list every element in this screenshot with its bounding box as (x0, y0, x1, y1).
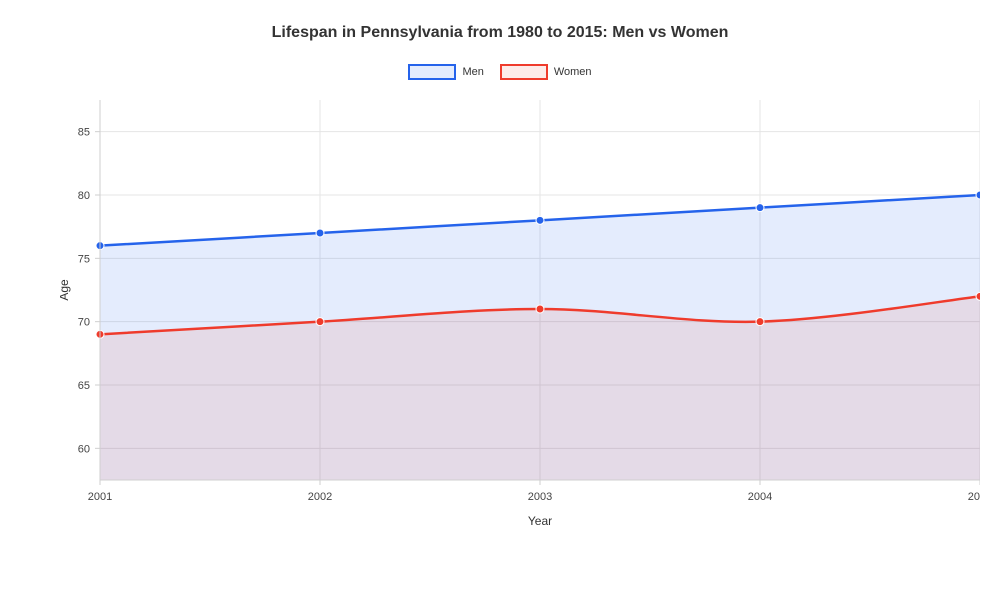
point-men[interactable] (316, 229, 324, 237)
point-men[interactable] (976, 191, 980, 199)
point-women[interactable] (976, 292, 980, 300)
y-tick-label: 70 (78, 317, 90, 329)
x-tick-label: 2005 (968, 491, 980, 503)
y-tick-label: 75 (78, 253, 90, 265)
x-tick-label: 2004 (748, 491, 772, 503)
x-tick-label: 2001 (88, 491, 112, 503)
point-men[interactable] (756, 204, 764, 212)
y-tick-label: 85 (78, 127, 90, 139)
legend-item-women[interactable]: Women (500, 64, 592, 80)
point-men[interactable] (536, 216, 544, 224)
y-axis-title: Age (60, 279, 71, 301)
y-tick-label: 80 (78, 190, 90, 202)
legend-swatch-men (408, 64, 456, 80)
legend-swatch-women (500, 64, 548, 80)
point-women[interactable] (756, 318, 764, 326)
chart-container: Lifespan in Pennsylvania from 1980 to 20… (0, 0, 1000, 600)
plot-area: 60 65 70 75 80 85 2001 2002 2003 2004 2005 Age Ye… (60, 100, 980, 530)
legend: Men Women (0, 64, 1000, 80)
point-women[interactable] (316, 318, 324, 326)
legend-label-women: Women (554, 66, 592, 78)
y-tick-label: 60 (78, 443, 90, 455)
y-tick-label: 65 (78, 380, 90, 392)
x-tick-label: 2003 (528, 491, 552, 503)
legend-item-men[interactable]: Men (408, 64, 483, 80)
x-tick-label: 2002 (308, 491, 332, 503)
legend-label-men: Men (462, 66, 483, 78)
chart-title: Lifespan in Pennsylvania from 1980 to 20… (0, 0, 1000, 42)
point-women[interactable] (536, 305, 544, 313)
x-axis-title: Year (528, 514, 552, 528)
chart-svg: 60 65 70 75 80 85 2001 2002 2003 2004 2005 Age Ye… (60, 100, 980, 570)
